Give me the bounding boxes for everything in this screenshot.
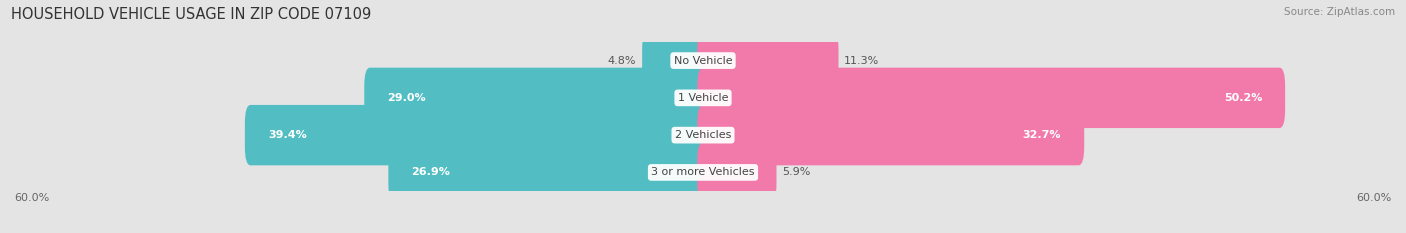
Text: 2 Vehicles: 2 Vehicles bbox=[675, 130, 731, 140]
Text: 4.8%: 4.8% bbox=[607, 56, 637, 65]
Text: No Vehicle: No Vehicle bbox=[673, 56, 733, 65]
FancyBboxPatch shape bbox=[697, 30, 838, 91]
Text: HOUSEHOLD VEHICLE USAGE IN ZIP CODE 07109: HOUSEHOLD VEHICLE USAGE IN ZIP CODE 0710… bbox=[11, 7, 371, 22]
FancyBboxPatch shape bbox=[0, 79, 1406, 233]
Text: 60.0%: 60.0% bbox=[1357, 193, 1392, 203]
FancyBboxPatch shape bbox=[697, 68, 1285, 128]
FancyBboxPatch shape bbox=[0, 42, 1406, 228]
Text: 11.3%: 11.3% bbox=[844, 56, 880, 65]
FancyBboxPatch shape bbox=[245, 105, 709, 165]
FancyBboxPatch shape bbox=[0, 5, 1406, 191]
Text: 1 Vehicle: 1 Vehicle bbox=[678, 93, 728, 103]
FancyBboxPatch shape bbox=[0, 0, 1406, 154]
FancyBboxPatch shape bbox=[697, 105, 1084, 165]
FancyBboxPatch shape bbox=[388, 142, 709, 203]
FancyBboxPatch shape bbox=[364, 68, 709, 128]
Text: 32.7%: 32.7% bbox=[1022, 130, 1062, 140]
Text: 3 or more Vehicles: 3 or more Vehicles bbox=[651, 168, 755, 177]
Text: Source: ZipAtlas.com: Source: ZipAtlas.com bbox=[1284, 7, 1395, 17]
Text: 5.9%: 5.9% bbox=[782, 168, 811, 177]
Text: 60.0%: 60.0% bbox=[14, 193, 49, 203]
FancyBboxPatch shape bbox=[697, 142, 776, 203]
Text: 26.9%: 26.9% bbox=[412, 168, 450, 177]
Text: 50.2%: 50.2% bbox=[1223, 93, 1263, 103]
Text: 39.4%: 39.4% bbox=[267, 130, 307, 140]
Text: 29.0%: 29.0% bbox=[387, 93, 426, 103]
FancyBboxPatch shape bbox=[643, 30, 709, 91]
